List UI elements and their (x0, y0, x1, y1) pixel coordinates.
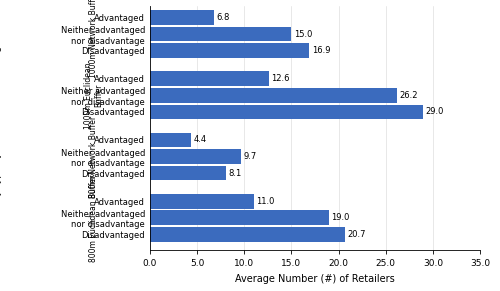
Bar (150, 166, 226, 180)
Text: 26.2: 26.2 (400, 91, 418, 100)
Bar (150, 149, 242, 164)
Bar (150, 43, 310, 58)
Text: 19.0: 19.0 (332, 213, 350, 222)
X-axis label: Average Number (#) of Retailers: Average Number (#) of Retailers (235, 274, 395, 284)
Bar (150, 88, 397, 103)
Bar (150, 210, 329, 225)
Bar (150, 133, 192, 147)
Bar (150, 10, 214, 25)
Y-axis label: Policy Type by School-Level Advantage: Policy Type by School-Level Advantage (0, 40, 2, 216)
Text: 800m Euclidean Buffer: 800m Euclidean Buffer (90, 174, 98, 262)
Text: 9.7: 9.7 (244, 152, 257, 161)
Text: 800m Network Buffer: 800m Network Buffer (90, 116, 98, 198)
Text: 12.6: 12.6 (271, 74, 289, 83)
Text: 6.8: 6.8 (216, 13, 230, 22)
Text: 15.0: 15.0 (294, 30, 312, 39)
Bar (150, 227, 345, 242)
Text: 11.0: 11.0 (256, 197, 274, 206)
Bar (150, 105, 423, 119)
Bar (150, 194, 254, 209)
Text: 8.1: 8.1 (228, 169, 242, 178)
Text: 4.4: 4.4 (194, 136, 207, 145)
Text: 1000m Network Buffer: 1000m Network Buffer (90, 0, 98, 78)
Text: 16.9: 16.9 (312, 46, 330, 55)
Bar (150, 72, 269, 86)
Bar (150, 27, 292, 41)
Text: 20.7: 20.7 (348, 230, 366, 239)
Text: 1000m Euclidean
Buffer: 1000m Euclidean Buffer (84, 62, 103, 129)
Text: 29.0: 29.0 (426, 107, 444, 116)
